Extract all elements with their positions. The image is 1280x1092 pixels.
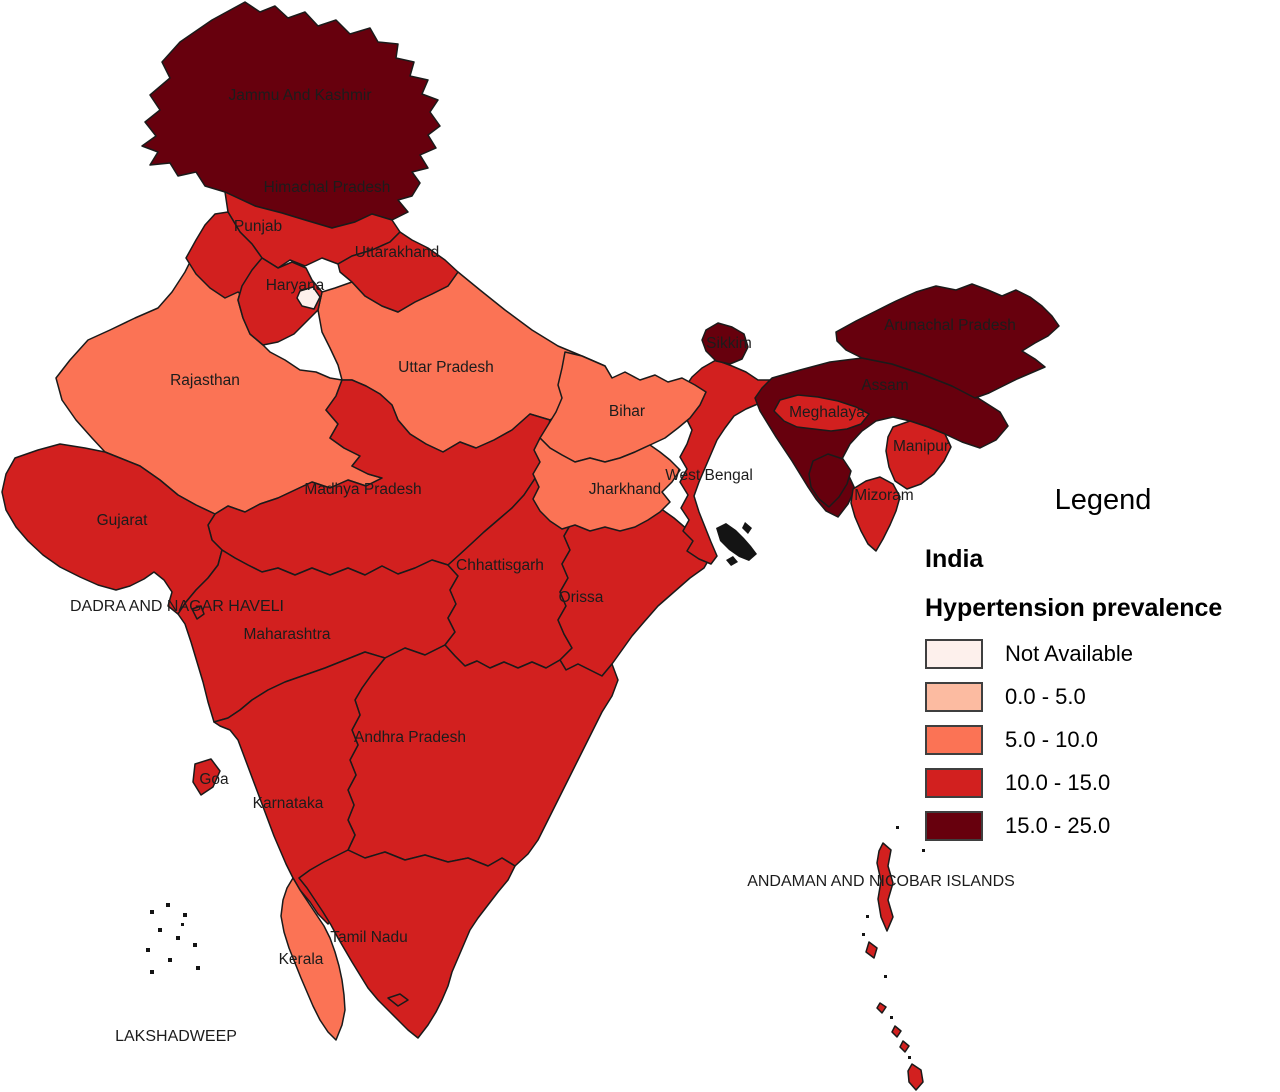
region-andhra-pradesh — [347, 644, 619, 867]
region-tripura — [808, 453, 852, 508]
region-mizoram — [850, 476, 901, 552]
region-goa — [192, 758, 221, 796]
legend-class-label: 5.0 - 10.0 — [1005, 727, 1098, 752]
legend-class-list: Not Available 0.0 - 5.0 5.0 - 10.0 10.0 - 1… — [925, 639, 1280, 841]
region-label-sikkim: Sikkim — [706, 335, 752, 352]
map-legend: Legend India Hypertension prevalence Not… — [925, 484, 1280, 841]
region-label-bihar: Bihar — [609, 403, 645, 420]
region-label-jharkhand: Jharkhand — [589, 481, 661, 498]
region-label-haryana: Haryana — [266, 277, 325, 294]
region-label-andaman-and-nicobar-islands: ANDAMAN AND NICOBAR ISLANDS — [747, 873, 1015, 890]
region-label-tamil-nadu: Tamil Nadu — [330, 929, 408, 946]
region-label-karnataka: Karnataka — [253, 795, 324, 812]
region-kerala — [280, 877, 346, 1041]
region-manipur — [885, 420, 952, 490]
region-label-chhattisgarh: Chhattisgarh — [456, 557, 544, 574]
region-sundarbans-delta — [716, 522, 757, 566]
legend-attribute-title: Hypertension prevalence — [925, 594, 1223, 622]
region-haryana — [237, 257, 323, 346]
region-label-manipur: Manipur — [893, 438, 949, 455]
region-label-uttarakhand: Uttarakhand — [355, 244, 439, 261]
region-label-arunachal-pradesh: Arunachal Pradesh — [884, 317, 1016, 334]
region-sikkim — [701, 322, 749, 365]
region-label-himachal-pradesh: Himachal Pradesh — [264, 179, 391, 196]
region-label-jammu-and-kashmir: Jammu And Kashmir — [229, 87, 372, 104]
legend-row-c15_25: 15.0 - 25.0 — [925, 811, 1280, 841]
region-arunachal-pradesh — [835, 283, 1060, 399]
legend-layer-title: India — [925, 545, 984, 573]
region-delhi-not-available — [296, 286, 321, 310]
region-andaman-islets — [862, 826, 925, 1059]
region-rameswaram-spur — [387, 993, 409, 1007]
legend-swatch-c0_5 — [925, 682, 983, 712]
legend-row-c0_5: 0.0 - 5.0 — [925, 682, 1280, 712]
region-label-assam: Assam — [861, 377, 908, 394]
region-label-gujarat: Gujarat — [97, 512, 149, 529]
legend-row-c10_15: 10.0 - 15.0 — [925, 768, 1280, 798]
legend-swatch-c5_10 — [925, 725, 983, 755]
legend-swatch-c10_15 — [925, 768, 983, 798]
region-label-orissa: Orissa — [559, 589, 604, 606]
region-tamil-nadu — [298, 849, 516, 1039]
region-label-kerala: Kerala — [279, 951, 324, 968]
legend-swatch-c15_25 — [925, 811, 983, 841]
region-label-meghalaya: Meghalaya — [789, 404, 865, 421]
legend-class-label: Not Available — [1005, 641, 1134, 666]
region-jammu-and-kashmir — [141, 1, 441, 229]
region-label-goa: Goa — [199, 771, 229, 788]
legend-row-c5_10: 5.0 - 10.0 — [925, 725, 1280, 755]
region-lakshadweep-islets — [146, 903, 200, 974]
region-label-maharashtra: Maharashtra — [243, 626, 330, 643]
region-label-andhra-pradesh: Andhra Pradesh — [354, 729, 466, 746]
region-label-madhya-pradesh: Madhya Pradesh — [304, 481, 421, 498]
region-label-punjab: Punjab — [234, 218, 282, 235]
region-andaman-and-nicobar-islands — [865, 842, 924, 1091]
region-jharkhand — [532, 437, 681, 532]
region-bihar — [539, 351, 707, 463]
region-label-uttar-pradesh: Uttar Pradesh — [398, 359, 494, 376]
region-label-dadra-and-nagar-haveli: DADRA AND NAGAR HAVELI — [70, 598, 284, 615]
region-meghalaya — [773, 394, 870, 432]
legend-title: Legend — [1054, 484, 1152, 516]
legend-row-not_available: Not Available — [925, 639, 1280, 669]
legend-class-label: 15.0 - 25.0 — [1005, 813, 1111, 838]
region-label-lakshadweep-islets: LAKSHADWEEP — [115, 1028, 237, 1045]
legend-class-label: 0.0 - 5.0 — [1005, 684, 1086, 709]
region-label-rajasthan: Rajasthan — [170, 372, 240, 389]
region-dadra-and-nagar-haveli — [191, 605, 205, 620]
region-uttarakhand — [337, 231, 459, 313]
region-label-mizoram: Mizoram — [854, 487, 913, 504]
legend-class-label: 10.0 - 15.0 — [1005, 770, 1111, 795]
region-label-west-bengal: West Bengal — [665, 467, 753, 484]
legend-swatch-not_available — [925, 639, 983, 669]
